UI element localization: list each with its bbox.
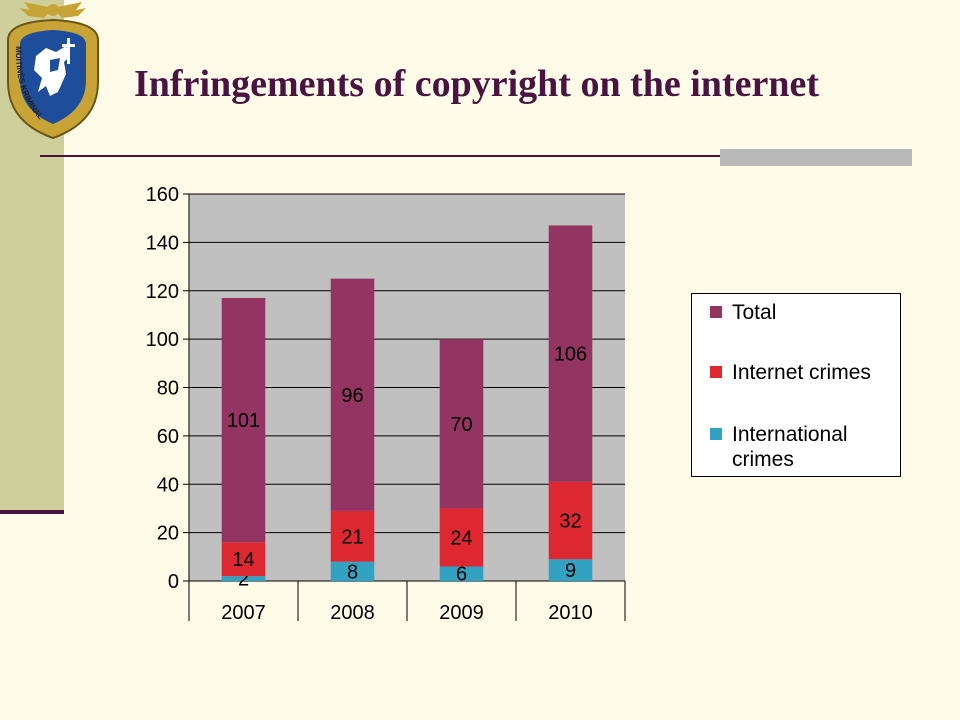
bar-total [439, 339, 484, 509]
bar-total [548, 225, 593, 482]
legend-label: Total [732, 301, 777, 324]
data-label: 106 [554, 344, 587, 366]
legend-item: International crimes [710, 422, 902, 472]
data-label: 24 [450, 527, 472, 549]
legend-swatch [710, 428, 722, 440]
bar-internet-crimes [548, 481, 593, 560]
title-rule-accent [720, 149, 912, 166]
y-tick-label: 20 [157, 523, 179, 545]
bar-international-crimes [330, 561, 375, 581]
data-label: 96 [341, 385, 363, 407]
data-label: 2 [238, 569, 249, 591]
legend-item: Internet crimes [710, 360, 902, 385]
legend-item: Total [710, 300, 902, 325]
data-label: 6 [456, 564, 467, 586]
y-tick-label: 100 [146, 329, 179, 351]
bar-total [330, 278, 375, 511]
y-tick-label: 40 [157, 474, 179, 496]
customs-crime-service-logo: MUITINĖS KRIMINALINĖ TARNYBA [0, 0, 99, 140]
chart-legend: Total Internet crimes International crimes [691, 293, 901, 477]
y-tick-label: 0 [168, 571, 179, 593]
y-tick-label: 120 [146, 281, 179, 303]
x-tick-label: 2007 [221, 602, 266, 624]
legend-swatch [710, 306, 722, 318]
y-tick-label: 140 [146, 232, 179, 254]
x-tick-label: 2010 [548, 602, 593, 624]
data-label: 101 [227, 410, 260, 432]
legend-label: Internet crimes [732, 361, 871, 384]
legend-label: International crimes [732, 423, 848, 471]
bar-internet-crimes [221, 542, 266, 577]
legend-swatch [710, 366, 722, 378]
data-label: 70 [450, 414, 472, 436]
y-tick-label: 80 [157, 378, 179, 400]
data-label: 9 [565, 560, 576, 582]
data-label: 8 [347, 561, 358, 583]
bar-international-crimes [439, 566, 484, 581]
title-rule [40, 155, 912, 157]
slide-title: Infringements of copyright on the intern… [134, 63, 819, 105]
y-tick-label: 60 [157, 426, 179, 448]
bar-total [221, 298, 266, 543]
x-tick-label: 2008 [330, 602, 375, 624]
data-label: 14 [232, 549, 254, 571]
data-label: 21 [341, 526, 363, 548]
stacked-bar-chart: 0204060801001201401602141012007821962008… [146, 184, 626, 624]
x-tick-label: 2009 [439, 602, 484, 624]
data-label: 32 [559, 511, 581, 533]
bar-international-crimes [548, 559, 593, 581]
y-tick-label: 160 [146, 184, 179, 206]
sidebar-foot-rule [0, 510, 64, 514]
bar-international-crimes [221, 576, 266, 581]
bar-internet-crimes [330, 510, 375, 562]
bar-internet-crimes [439, 508, 484, 567]
